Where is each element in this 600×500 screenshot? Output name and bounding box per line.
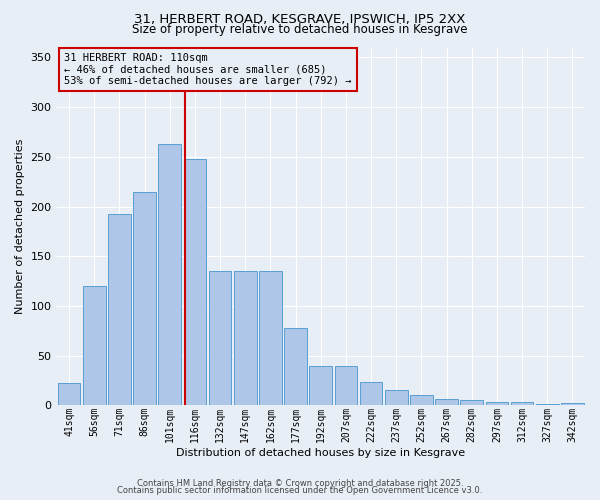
Bar [209, 271, 232, 406]
Bar [536, 404, 559, 406]
Bar [158, 144, 181, 406]
X-axis label: Distribution of detached houses by size in Kesgrave: Distribution of detached houses by size … [176, 448, 466, 458]
Bar [284, 328, 307, 406]
Text: Size of property relative to detached houses in Kesgrave: Size of property relative to detached ho… [132, 22, 468, 36]
Bar [184, 159, 206, 406]
Bar [259, 271, 282, 406]
Bar [83, 286, 106, 406]
Text: 31 HERBERT ROAD: 110sqm
← 46% of detached houses are smaller (685)
53% of semi-d: 31 HERBERT ROAD: 110sqm ← 46% of detache… [64, 53, 352, 86]
Bar [310, 366, 332, 406]
Bar [511, 402, 533, 406]
Text: 31, HERBERT ROAD, KESGRAVE, IPSWICH, IP5 2XX: 31, HERBERT ROAD, KESGRAVE, IPSWICH, IP5… [134, 12, 466, 26]
Bar [485, 402, 508, 406]
Bar [58, 384, 80, 406]
Bar [385, 390, 407, 406]
Bar [360, 382, 382, 406]
Bar [410, 396, 433, 406]
Text: Contains public sector information licensed under the Open Government Licence v3: Contains public sector information licen… [118, 486, 482, 495]
Text: Contains HM Land Registry data © Crown copyright and database right 2025.: Contains HM Land Registry data © Crown c… [137, 478, 463, 488]
Bar [561, 404, 584, 406]
Bar [108, 214, 131, 406]
Bar [435, 400, 458, 406]
Y-axis label: Number of detached properties: Number of detached properties [15, 138, 25, 314]
Bar [460, 400, 483, 406]
Bar [335, 366, 357, 406]
Bar [234, 271, 257, 406]
Bar [133, 192, 156, 406]
